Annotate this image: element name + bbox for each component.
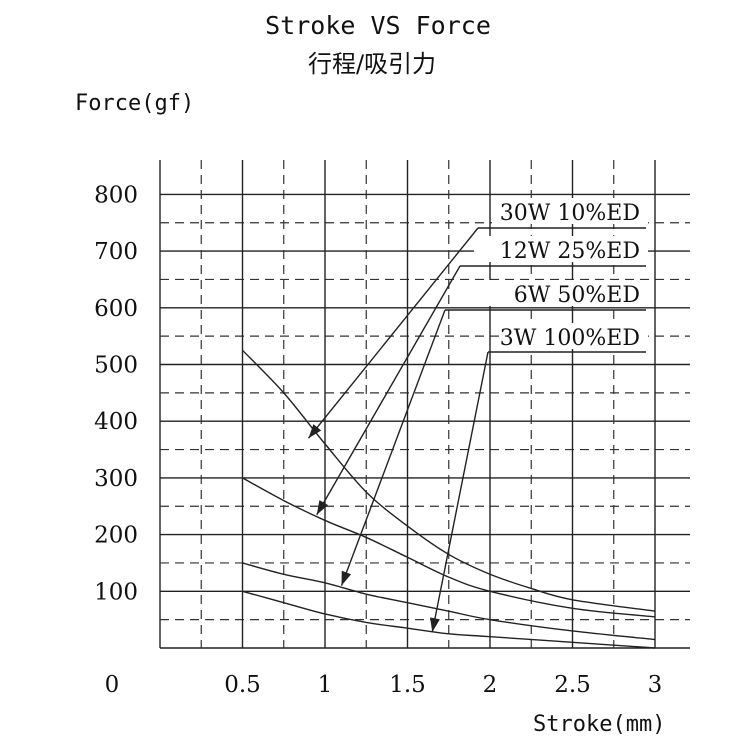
series-line xyxy=(242,562,656,641)
grid xyxy=(159,160,690,649)
legend-arrowhead xyxy=(430,617,440,633)
y-tick-label: 800 xyxy=(94,182,138,208)
legend-leader-line xyxy=(307,227,479,439)
x-axis-label: Stroke(mm) xyxy=(533,712,665,737)
y-tick-label: 100 xyxy=(94,579,138,605)
y-tick-labels: 100 200 300 400 500 600 700 800 xyxy=(94,182,138,605)
y-tick-label: 400 xyxy=(94,409,138,435)
x-tick-label: 1 xyxy=(318,672,333,698)
x-tick-label: 3 xyxy=(648,672,663,698)
x-tick-labels: 0.5 1 1.5 2 2.5 3 xyxy=(224,672,662,698)
curves xyxy=(241,349,656,649)
legend-label-backdrop xyxy=(502,323,648,349)
legend-arrowhead xyxy=(341,570,352,586)
legend-label: 6W 50%ED xyxy=(514,283,640,308)
y-tick-label: 600 xyxy=(94,296,138,322)
y-tick-label: 300 xyxy=(94,466,138,492)
legend-label: 12W 25%ED xyxy=(500,239,640,264)
chart-subtitle: 行程/吸引力 xyxy=(308,50,436,78)
chart-title: Stroke VS Force xyxy=(265,11,491,40)
x-tick-label: 2 xyxy=(483,672,498,698)
series-line xyxy=(241,349,656,612)
legend-leader-line xyxy=(340,309,446,586)
legend-leader-line xyxy=(316,265,461,516)
origin-label: 0 xyxy=(105,672,120,698)
legend-leader-line xyxy=(431,351,489,633)
x-tick-label: 2.5 xyxy=(554,672,591,698)
series-line xyxy=(242,590,656,649)
x-tick-label: 1.5 xyxy=(389,672,426,698)
y-tick-label: 500 xyxy=(94,353,138,379)
legend-label-backdrop xyxy=(459,280,648,306)
y-tick-label: 200 xyxy=(94,523,138,549)
series-line xyxy=(242,477,656,618)
legend-label-backdrop xyxy=(492,198,648,224)
legend-label: 3W 100%ED xyxy=(500,326,640,351)
y-tick-label: 700 xyxy=(94,239,138,265)
legend-label: 30W 10%ED xyxy=(500,201,640,226)
legend: 30W 10%ED 12W 25%ED 6W 50%ED 3W 100%ED xyxy=(307,198,648,633)
legend-arrowhead xyxy=(316,500,329,515)
legend-label-backdrop xyxy=(474,236,648,262)
y-axis-label: Force(gf) xyxy=(75,91,194,116)
x-tick-label: 0.5 xyxy=(224,672,261,698)
